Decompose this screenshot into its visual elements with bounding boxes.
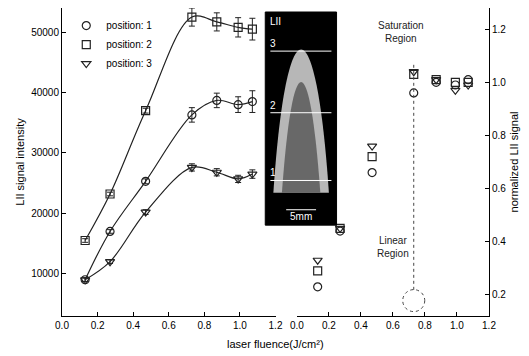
- svg-text:0.8: 0.8: [418, 320, 432, 331]
- svg-text:50000: 50000: [31, 27, 59, 38]
- svg-text:30000: 30000: [31, 147, 59, 158]
- svg-text:1.0: 1.0: [492, 77, 506, 88]
- svg-text:0.2: 0.2: [322, 320, 336, 331]
- svg-text:0.4: 0.4: [126, 320, 140, 331]
- svg-text:1: 1: [270, 167, 276, 178]
- svg-text:position: 1: position: 1: [106, 20, 152, 31]
- svg-text:0.2: 0.2: [492, 289, 506, 300]
- svg-text:0.4: 0.4: [354, 320, 368, 331]
- svg-text:LII signal intensity: LII signal intensity: [14, 118, 26, 206]
- svg-text:normalized LII signal: normalized LII signal: [508, 112, 520, 213]
- svg-text:laser fluence(J/cm²): laser fluence(J/cm²): [227, 338, 324, 350]
- svg-text:1.0: 1.0: [233, 320, 247, 331]
- svg-text:0.8: 0.8: [197, 320, 211, 331]
- svg-text:20000: 20000: [31, 208, 59, 219]
- svg-text:1.2: 1.2: [269, 320, 283, 331]
- svg-text:0.0: 0.0: [55, 320, 69, 331]
- svg-text:0.6: 0.6: [386, 320, 400, 331]
- svg-text:1.2: 1.2: [492, 24, 506, 35]
- svg-text:40000: 40000: [31, 87, 59, 98]
- svg-text:2: 2: [270, 100, 276, 111]
- svg-text:SaturationRegion: SaturationRegion: [378, 20, 424, 44]
- svg-text:0.2: 0.2: [91, 320, 105, 331]
- svg-text:5mm: 5mm: [290, 211, 312, 222]
- svg-text:0.6: 0.6: [492, 183, 506, 194]
- svg-text:position: 2: position: 2: [106, 39, 152, 50]
- svg-text:0.4: 0.4: [492, 236, 506, 247]
- svg-text:10000: 10000: [31, 268, 59, 279]
- svg-text:LinearRegion: LinearRegion: [377, 235, 409, 259]
- svg-text:1.0: 1.0: [450, 320, 464, 331]
- svg-text:0.8: 0.8: [492, 130, 506, 141]
- svg-text:0.6: 0.6: [162, 320, 176, 331]
- svg-text:3: 3: [270, 38, 276, 49]
- svg-text:LII: LII: [270, 16, 281, 27]
- svg-text:1.2: 1.2: [482, 320, 496, 331]
- svg-text:position: 3: position: 3: [106, 58, 152, 69]
- svg-text:0.0: 0.0: [290, 320, 304, 331]
